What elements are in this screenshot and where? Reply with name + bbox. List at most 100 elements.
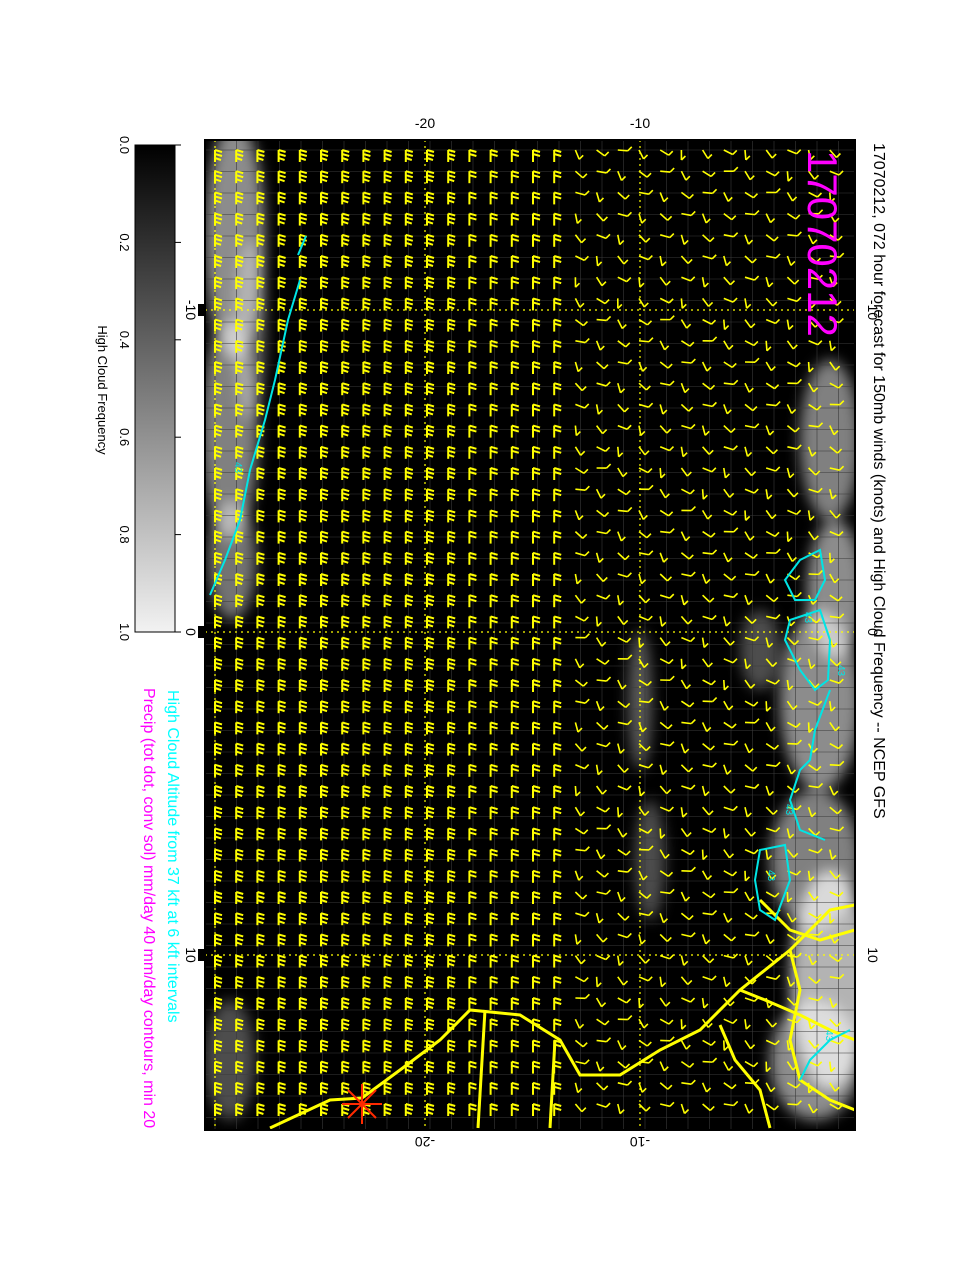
wind-barb [277, 806, 286, 820]
wind-barb [214, 912, 223, 926]
wind-barb [362, 318, 371, 332]
wind-barb [659, 340, 670, 351]
wind-barb [596, 1082, 609, 1091]
wind-barb [489, 170, 498, 184]
wind-barb [532, 255, 541, 268]
wind-barb [701, 361, 712, 372]
wind-barb [341, 297, 350, 311]
wind-barb [765, 658, 778, 668]
wind-barb [702, 1057, 718, 1063]
wind-barb [765, 1103, 779, 1111]
wind-barb [681, 866, 696, 872]
wind-barb [829, 785, 839, 796]
coastlines-and-borders [269, 898, 855, 1130]
axis-left-tickmark [198, 304, 206, 316]
wind-barb [447, 657, 456, 671]
wind-barb [341, 1081, 350, 1095]
wind-barb [383, 679, 392, 692]
wind-barb [765, 509, 777, 520]
wind-barb [808, 782, 824, 789]
wind-barb [744, 764, 758, 772]
wind-barb [468, 297, 477, 311]
wind-barb [298, 806, 308, 820]
wind-barb [660, 1036, 675, 1042]
wind-barb [277, 403, 286, 417]
wind-barb [489, 424, 498, 438]
wind-barb [320, 594, 329, 608]
wind-barb [447, 149, 456, 162]
wind-barb [489, 297, 498, 311]
wind-barb [681, 358, 696, 364]
wind-barb [595, 425, 608, 435]
wind-barb [574, 170, 588, 179]
wind-barb [596, 297, 610, 305]
wind-barb [829, 701, 836, 712]
wind-barb [341, 848, 350, 862]
wind-barb [596, 509, 610, 518]
wind-barb [320, 467, 329, 480]
wind-barb [298, 997, 308, 1010]
wind-barb [235, 1060, 244, 1074]
wind-barb [383, 827, 392, 841]
wind-barb [447, 912, 456, 926]
wind-barb [341, 975, 350, 989]
wind-barb [404, 997, 414, 1010]
colorbar-ticks: 0.0 0.2 0.4 0.6 0.8 1.0 [117, 136, 181, 641]
wind-barb [510, 975, 520, 989]
wind-barb [510, 551, 520, 565]
wind-barb [638, 318, 653, 326]
wind-barb [489, 891, 498, 904]
wind-barb [617, 506, 633, 513]
wind-barb [256, 170, 265, 184]
wind-barb [596, 315, 612, 322]
wind-barb [744, 615, 757, 624]
wind-barb [362, 1018, 371, 1032]
wind-barb [659, 1082, 673, 1090]
wind-barb [595, 700, 605, 712]
wind-barb [553, 806, 562, 820]
wind-barb [404, 700, 414, 714]
wind-barb [574, 806, 586, 817]
wind-barb [256, 954, 265, 968]
wind-barb [765, 934, 775, 945]
wind-barb [468, 509, 477, 523]
contour-line-6 [799, 1029, 851, 1081]
wind-barb [320, 1081, 329, 1095]
wind-barb [681, 506, 696, 512]
wind-barb [362, 933, 371, 947]
wind-barb [765, 234, 779, 242]
wind-barb [298, 424, 308, 438]
wind-barb [235, 233, 244, 247]
wind-barb [298, 933, 308, 947]
wind-barb [786, 552, 797, 563]
wind-barb [468, 679, 477, 692]
wind-barb [426, 276, 435, 290]
wind-barb [383, 594, 392, 608]
wind-barb [596, 463, 612, 469]
wind-barb [829, 465, 845, 471]
wind-barb [744, 210, 760, 216]
wind-barb [468, 233, 477, 247]
wind-barb [702, 955, 715, 964]
wind-barb [786, 976, 796, 987]
wind-barb [595, 785, 608, 795]
wind-barb [510, 276, 520, 290]
wind-barb [298, 721, 308, 735]
wind-barb [341, 742, 350, 756]
wind-barb [808, 1060, 823, 1067]
wind-barb [808, 635, 823, 641]
wind-barb [744, 423, 760, 429]
wind-barb [617, 191, 630, 200]
wind-barb [681, 848, 695, 856]
wind-barb [510, 530, 520, 544]
wind-barb [489, 742, 498, 756]
wind-barb [617, 1040, 627, 1051]
wind-barb [256, 636, 265, 650]
wind-barb [553, 848, 562, 862]
wind-barb [680, 955, 689, 966]
wind-barb [510, 445, 520, 459]
wind-barb [638, 402, 654, 408]
wind-barb [532, 276, 541, 290]
wind-barb [320, 339, 329, 353]
wind-barb [468, 594, 477, 608]
